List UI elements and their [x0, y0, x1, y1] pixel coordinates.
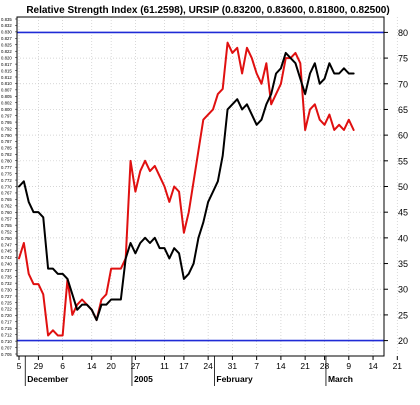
left-tick-label: 0.725 — [1, 300, 12, 305]
x-tick-label: 5 — [17, 361, 22, 371]
right-tick-label: 75 — [398, 54, 408, 64]
left-tick-label: 0.710 — [1, 339, 12, 344]
x-month-label: March — [328, 374, 353, 384]
left-tick-label: 0.772 — [1, 178, 12, 183]
left-tick-label: 0.827 — [1, 36, 12, 41]
left-tick-label: 0.715 — [1, 326, 12, 331]
x-tick-label: 20 — [106, 361, 116, 371]
left-tick-label: 0.785 — [1, 146, 12, 151]
left-tick-label: 0.730 — [1, 287, 12, 292]
x-month-label: December — [27, 374, 69, 384]
x-tick-label: 14 — [276, 361, 286, 371]
left-tick-label: 0.832 — [1, 23, 12, 28]
x-tick-label: 27 — [131, 361, 141, 371]
series-line — [18, 41, 355, 337]
right-tick-label: 40 — [398, 233, 408, 243]
left-tick-label: 0.722 — [1, 307, 12, 312]
left-tick-label: 0.815 — [1, 68, 12, 73]
left-tick-label: 0.742 — [1, 255, 12, 260]
x-tick-label: 14 — [87, 361, 97, 371]
x-tick-label: 7 — [254, 361, 259, 371]
x-month-label: February — [216, 374, 253, 384]
left-tick-label: 0.752 — [1, 229, 12, 234]
left-tick-label: 0.810 — [1, 81, 12, 86]
x-tick-label: 9 — [346, 361, 351, 371]
x-tick-label: 21 — [300, 361, 310, 371]
left-tick-label: 0.705 — [1, 352, 12, 357]
x-tick-label: 31 — [228, 361, 238, 371]
right-tick-label: 25 — [398, 310, 408, 320]
right-tick-label: 55 — [398, 156, 408, 166]
left-tick-label: 0.777 — [1, 165, 12, 170]
right-tick-label: 80 — [398, 28, 408, 38]
left-tick-label: 0.707 — [1, 345, 12, 350]
grid-layer — [17, 17, 398, 356]
left-tick-label: 0.820 — [1, 55, 12, 60]
x-tick-label: 21 — [393, 361, 403, 371]
left-tick-label: 0.800 — [1, 107, 12, 112]
right-axis: 20 25 30 35 40 45 50 55 60 65 70 75 80 — [384, 28, 408, 346]
left-tick-label: 0.807 — [1, 88, 12, 93]
right-tick-label: 70 — [398, 79, 408, 89]
left-tick-label: 0.737 — [1, 268, 12, 273]
left-tick-label: 0.802 — [1, 101, 12, 106]
right-tick-label: 60 — [398, 131, 408, 141]
left-tick-label: 0.770 — [1, 184, 12, 189]
series-line — [18, 51, 355, 322]
left-tick-label: 0.735 — [1, 274, 12, 279]
left-tick-label: 0.775 — [1, 171, 12, 176]
left-tick-label: 0.822 — [1, 49, 12, 54]
x-tick-label: 11 — [160, 361, 169, 371]
x-axis: 5 29 6 14 20 27 11 17 24 31 7 14 21 28 9 14 21 December 20… — [17, 356, 403, 386]
right-tick-label: 30 — [398, 285, 408, 295]
left-tick-label: 0.817 — [1, 62, 12, 67]
x-tick-label: 17 — [179, 361, 189, 371]
left-tick-label: 0.812 — [1, 75, 12, 80]
left-tick-label: 0.825 — [1, 43, 12, 48]
left-tick-label: 0.790 — [1, 133, 12, 138]
left-tick-label: 0.805 — [1, 94, 12, 99]
x-tick-label: 6 — [60, 361, 65, 371]
left-tick-label: 0.747 — [1, 242, 12, 247]
left-tick-label: 0.712 — [1, 332, 12, 337]
left-tick-label: 0.830 — [1, 30, 12, 35]
left-tick-label: 0.795 — [1, 120, 12, 125]
left-tick-label: 0.720 — [1, 313, 12, 318]
left-tick-label: 0.797 — [1, 113, 12, 118]
reference-lines — [17, 31, 384, 342]
left-tick-label: 0.717 — [1, 320, 12, 325]
right-tick-label: 35 — [398, 259, 408, 269]
right-tick-label: 65 — [398, 105, 408, 115]
left-tick-label: 0.760 — [1, 210, 12, 215]
right-tick-label: 45 — [398, 208, 408, 218]
x-tick-label: 29 — [34, 361, 44, 371]
x-month-label: 2005 — [134, 374, 153, 384]
left-tick-label: 0.782 — [1, 152, 12, 157]
left-tick-label: 0.732 — [1, 281, 12, 286]
right-tick-label: 20 — [398, 336, 408, 346]
x-tick-label: 28 — [320, 361, 330, 371]
left-tick-label: 0.745 — [1, 249, 12, 254]
left-tick-label: 0.750 — [1, 236, 12, 241]
left-tick-label: 0.780 — [1, 159, 12, 164]
left-tick-label: 0.740 — [1, 262, 12, 267]
left-tick-label: 0.835 — [1, 17, 12, 22]
x-tick-label: 14 — [368, 361, 378, 371]
left-tick-label: 0.755 — [1, 223, 12, 228]
left-tick-label: 0.757 — [1, 217, 12, 222]
left-tick-label: 0.787 — [1, 139, 12, 144]
right-tick-label: 50 — [398, 182, 408, 192]
x-tick-label: 24 — [203, 361, 213, 371]
chart-title: Relative Strength Index (61.2598), URSIP… — [26, 5, 389, 16]
left-tick-label: 0.762 — [1, 204, 12, 209]
left-tick-label: 0.767 — [1, 191, 12, 196]
left-tick-label: 0.765 — [1, 197, 12, 202]
left-tick-label: 0.727 — [1, 294, 12, 299]
left-tick-label: 0.792 — [1, 126, 12, 131]
series-layer — [18, 41, 355, 337]
